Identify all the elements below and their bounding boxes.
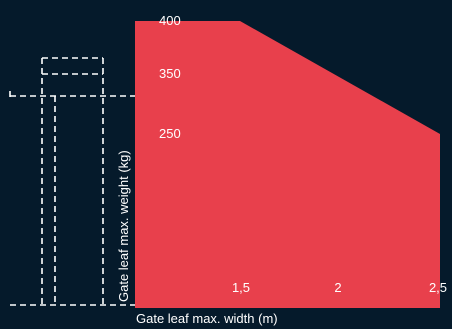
y-tick-label: 350 [159, 66, 181, 81]
x-tick-label: 2 [334, 280, 341, 295]
x-axis-ticks: 1,5 2 2,5 [232, 280, 447, 295]
y-axis-ticks: 400 350 250 [159, 13, 181, 141]
x-axis-title: Gate leaf max. width (m) [136, 311, 278, 326]
x-tick-label: 2,5 [429, 280, 447, 295]
dashed-gate-outline-icon [9, 57, 135, 306]
x-tick-label: 1,5 [232, 280, 250, 295]
capacity-area [135, 21, 440, 308]
y-tick-label: 250 [159, 126, 181, 141]
y-axis-title: Gate leaf max. weight (kg) [116, 150, 131, 302]
y-tick-label: 400 [159, 13, 181, 28]
